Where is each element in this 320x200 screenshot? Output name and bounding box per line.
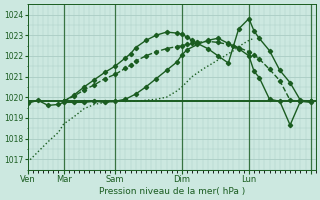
X-axis label: Pression niveau de la mer( hPa ): Pression niveau de la mer( hPa ) bbox=[99, 187, 245, 196]
